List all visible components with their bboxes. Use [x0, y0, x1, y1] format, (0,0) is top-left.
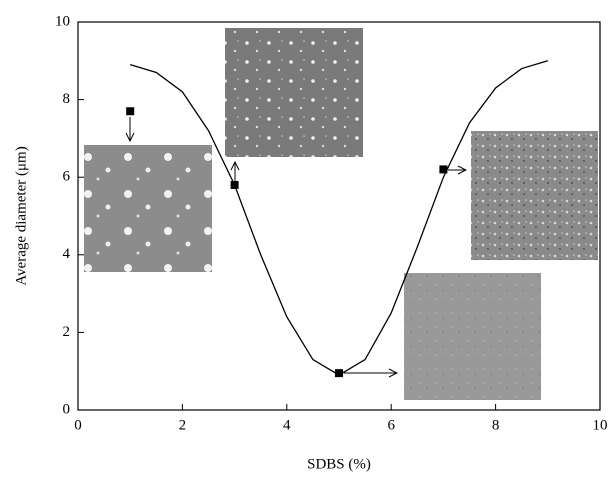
x-axis-label: SDBS (%): [307, 456, 371, 472]
data-point: [126, 107, 135, 116]
y-axis-label: Average diameter (μm): [13, 146, 29, 285]
x-tick-label: 0: [74, 417, 82, 433]
data-point: [230, 180, 239, 189]
arrows: [130, 117, 466, 373]
micrograph: [404, 273, 541, 400]
y-tick-label: 6: [63, 169, 71, 185]
plot-frame: [77, 21, 601, 411]
micrograph: [471, 131, 598, 260]
data-point: [439, 165, 448, 174]
y-tick-label: 4: [63, 246, 71, 262]
y-tick-label: 8: [63, 91, 71, 107]
x-tick-label: 2: [179, 417, 187, 433]
x-tick-label: 4: [283, 417, 291, 433]
x-tick-label: 6: [387, 417, 395, 433]
micrograph: [225, 28, 363, 157]
y-tick-label: 10: [55, 13, 70, 29]
micrographs: [84, 28, 598, 400]
x-tick-label: 8: [492, 417, 500, 433]
y-tick-label: 0: [63, 401, 71, 417]
data-point: [335, 369, 343, 378]
y-tick-label: 2: [63, 324, 71, 340]
micrograph: [84, 145, 212, 272]
x-tick-label: 10: [593, 417, 608, 433]
